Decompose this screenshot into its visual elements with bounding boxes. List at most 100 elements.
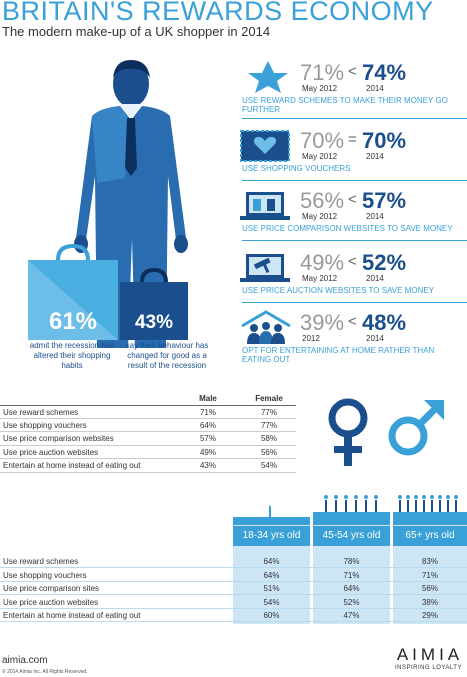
- female-value: 54%: [260, 461, 277, 471]
- stat-row: 56% < 57% May 2012 2014: [300, 188, 467, 228]
- male-value: 49%: [199, 447, 216, 457]
- stat-old-value: 70%: [300, 128, 345, 153]
- stat-new-value: 52%: [362, 250, 407, 275]
- male-value: 71%: [199, 407, 216, 417]
- stat-description: USE PRICE COMPARISON WEBSITES TO SAVE MO…: [242, 224, 453, 233]
- stat-new-value: 48%: [362, 310, 407, 335]
- stat-row: 71% < 74% May 2012 2014: [300, 60, 467, 100]
- age-header-18-34: 18-34 yrs old: [233, 526, 310, 546]
- age-65-plus-value: 56%: [421, 584, 438, 594]
- age-45-54-value: 64%: [343, 584, 360, 594]
- row-label: Use reward schemes: [3, 557, 79, 566]
- age-45-54-value: 52%: [343, 597, 360, 607]
- cake-candles-icon: [393, 495, 467, 525]
- cake-candles-icon: [313, 495, 390, 525]
- age-65-plus-value: 71%: [421, 570, 438, 580]
- bag-1-percent: 61%: [48, 308, 98, 335]
- male-value: 43%: [199, 461, 216, 471]
- stat-new-value: 74%: [362, 60, 407, 85]
- cake-candles-icon: [233, 505, 310, 525]
- bag-2-text: say their behaviour has changed for good…: [125, 341, 209, 370]
- female-symbol-icon: [328, 398, 368, 466]
- age-45-54-value: 71%: [343, 570, 360, 580]
- row-label: Use price auction websites: [3, 597, 99, 607]
- female-value: 56%: [260, 447, 277, 457]
- table-row: Use reward schemes 71% 77%: [0, 406, 296, 419]
- page-title: BRITAIN'S REWARDS ECONOMY: [2, 0, 434, 26]
- table-row: Entertain at home instead of eating out …: [0, 460, 296, 473]
- row-label: Use price comparison websites: [3, 434, 114, 444]
- star-icon: [248, 61, 288, 93]
- row-label: Entertain at home instead of eating out: [3, 611, 141, 621]
- stat-operator: <: [348, 253, 357, 270]
- bag-1-text: admit the recession has altered their sh…: [29, 341, 115, 370]
- table-row: Entertain at home instead of eating out …: [0, 609, 467, 623]
- stat-description: USE PRICE AUCTION WEBSITES TO SAVE MONEY: [242, 286, 435, 295]
- header-female: Female: [255, 394, 283, 403]
- age-65-plus-value: 29%: [421, 611, 438, 621]
- female-value: 77%: [260, 407, 277, 417]
- stat-old-value: 71%: [300, 60, 345, 85]
- male-symbol-icon: [388, 400, 444, 456]
- stat-new-label: 2014: [366, 212, 384, 221]
- age-18-34-value: 64%: [263, 570, 280, 580]
- age-18-34-value: 51%: [263, 584, 280, 594]
- age-header-65-plus: 65+ yrs old: [393, 526, 467, 546]
- age-18-34-value: 64%: [263, 557, 280, 566]
- stat-old-label: May 2012: [302, 274, 338, 283]
- age-45-54-value: 47%: [343, 611, 360, 621]
- stat-description: USE SHOPPING VOUCHERS: [242, 164, 351, 173]
- stat-new-value: 70%: [362, 128, 407, 153]
- stat-description: OPT FOR ENTERTAINING AT HOME RATHER THAN…: [242, 346, 435, 364]
- stat-operator: <: [348, 63, 357, 80]
- female-value: 58%: [260, 434, 277, 444]
- home-people-icon: [241, 310, 291, 344]
- brand-tagline: INSPIRING LOYALTY: [395, 665, 462, 671]
- gender-table: Male Female Use reward schemes 71% 77% U…: [0, 388, 300, 473]
- header-male: Male: [199, 394, 217, 403]
- stat-old-label: May 2012: [302, 152, 338, 161]
- table-row: Use shopping vouchers 64% 71% 71%: [0, 569, 467, 582]
- shopping-bag-light-icon: [28, 244, 118, 340]
- page-subtitle: The modern make-up of a UK shopper in 20…: [2, 24, 271, 39]
- stat-operator: <: [348, 313, 357, 330]
- age-65-plus-value: 83%: [421, 557, 438, 566]
- laptop-auction-icon: [240, 254, 290, 282]
- stat-new-label: 2014: [366, 152, 384, 161]
- divider: [242, 180, 467, 181]
- age-header-45-54: 45-54 yrs old: [313, 526, 390, 546]
- row-label: Use price auction websites: [3, 447, 99, 457]
- stat-row: 39% < 48% 2012 2014: [300, 310, 467, 350]
- stat-old-value: 56%: [300, 188, 345, 213]
- laptop-comparison-icon: [240, 192, 290, 220]
- divider: [242, 302, 467, 303]
- divider: [242, 240, 467, 241]
- row-label: Use shopping vouchers: [3, 570, 87, 580]
- stat-old-value: 39%: [300, 310, 345, 335]
- row-label: Use price comparison sites: [3, 584, 100, 594]
- male-value: 57%: [199, 434, 216, 444]
- stat-new-label: 2014: [366, 274, 384, 283]
- stat-old-label: May 2012: [302, 84, 338, 93]
- stat-new-value: 57%: [362, 188, 407, 213]
- stat-row: 49% < 52% May 2012 2014: [300, 250, 467, 290]
- stat-row: 70% = 70% May 2012 2014: [300, 128, 467, 168]
- stat-old-label: 2012: [302, 334, 320, 343]
- stat-old-value: 49%: [300, 250, 345, 275]
- row-label: Entertain at home instead of eating out: [3, 461, 141, 471]
- brand-logo: AIMIA: [396, 645, 464, 664]
- age-45-54-value: 78%: [343, 557, 360, 566]
- row-label: Use shopping vouchers: [3, 420, 87, 430]
- table-row: Use shopping vouchers 64% 77%: [0, 419, 296, 433]
- age-18-34-value: 54%: [263, 597, 280, 607]
- footer-url[interactable]: aimia.com: [2, 655, 48, 666]
- footer-copyright: © 2014 Aimia Inc. All Rights Reserved.: [2, 669, 88, 675]
- stat-operator: =: [348, 131, 357, 148]
- table-row: Use price comparison websites 57% 58%: [0, 433, 296, 446]
- age-65-plus-value: 38%: [421, 597, 438, 607]
- stat-old-label: May 2012: [302, 212, 338, 221]
- female-value: 77%: [260, 420, 277, 430]
- table-row: Use price auction websites 54% 52% 38%: [0, 596, 467, 609]
- table-row: Use price comparison sites 51% 64% 56%: [0, 582, 467, 596]
- table-row: Use reward schemes 64% 78% 83%: [0, 555, 467, 568]
